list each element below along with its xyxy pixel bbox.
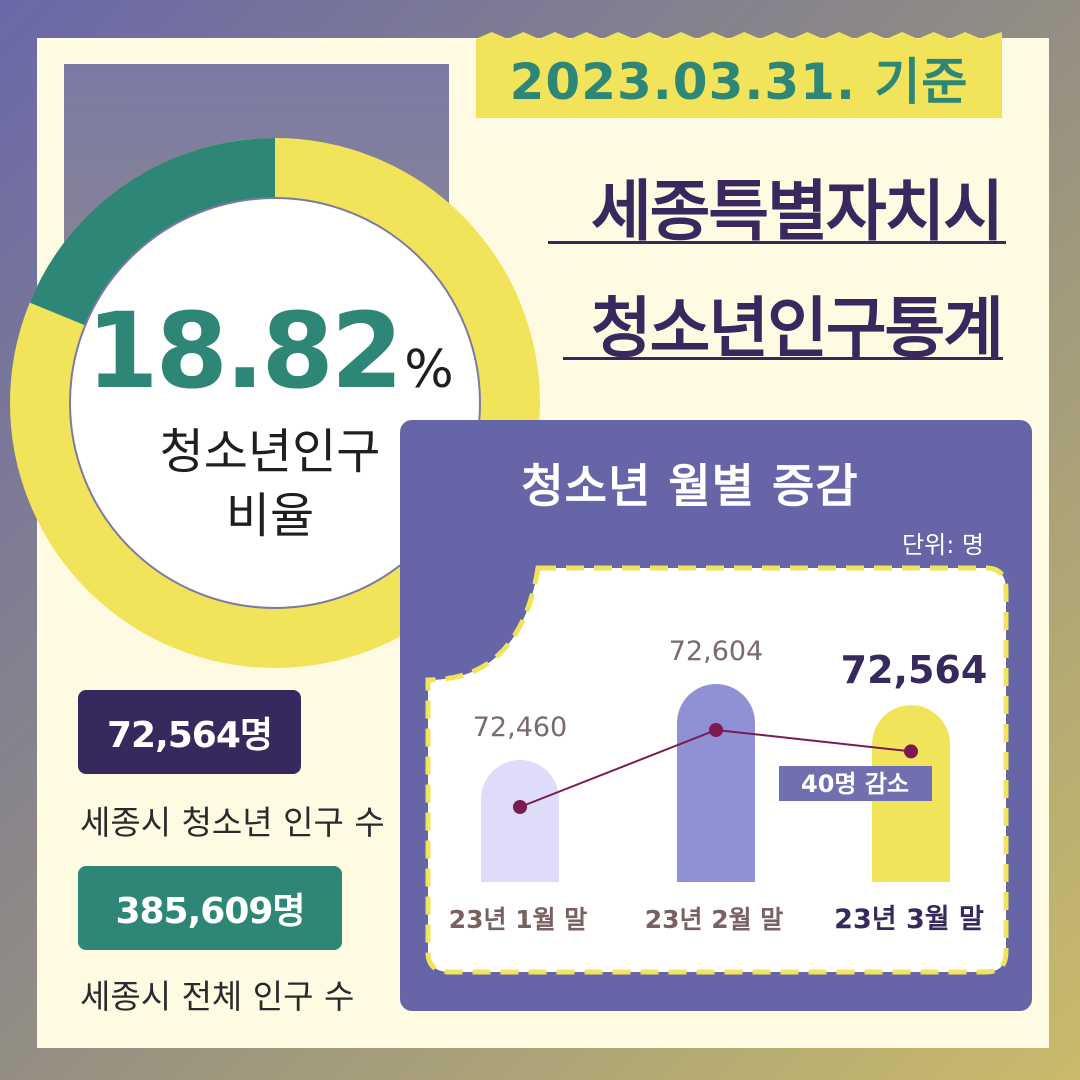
category-label-1: 23년 1월 말 [449, 905, 588, 934]
ratio-label-line-2: 비율 [225, 488, 315, 544]
change-annotation-box [779, 766, 932, 801]
bar-value-label-3: 72,564 [841, 648, 988, 692]
trend-point-1 [513, 800, 527, 814]
ratio-unit: % [404, 340, 454, 400]
title-line-1: 세종특별자치시 [590, 173, 1004, 250]
total-population-badge: 385,609명 [78, 866, 342, 950]
title-underline-2 [563, 357, 1003, 360]
ratio-donut-chart [10, 138, 540, 668]
ratio-label-line-1: 청소년인구 [159, 424, 381, 480]
donut-center [69, 197, 481, 609]
total-population-caption: 세종시 전체 인구 수 [80, 977, 355, 1016]
category-label-2: 23년 2월 말 [645, 905, 784, 934]
ratio-value: 18.82% [40, 290, 500, 412]
title-line-2: 청소년인구통계 [590, 290, 1004, 367]
date-banner: 2023.03.31. 기준 [476, 32, 1002, 118]
bar-value-label-2: 72,604 [669, 636, 763, 667]
youth-population-caption: 세종시 청소년 인구 수 [80, 803, 385, 842]
bar-2 [677, 684, 755, 882]
trend-point-3 [904, 744, 918, 759]
chart-title: 청소년 월별 증감 [521, 459, 859, 513]
title-underline-1 [548, 241, 1006, 244]
donut-highlight-arc [29, 138, 276, 326]
change-annotation-text: 40명 감소 [801, 770, 909, 798]
trend-point-2 [709, 723, 723, 737]
youth-population-badge: 72,564명 [78, 690, 301, 774]
bar-value-label-1: 72,460 [473, 712, 567, 743]
bar-1 [481, 760, 559, 882]
chart-unit-label: 단위: 명 [902, 531, 984, 559]
ratio-label: 청소년인구 비율 [75, 420, 465, 548]
ratio-number: 18.82 [86, 290, 403, 412]
date-text: 2023.03.31. 기준 [509, 53, 969, 111]
category-label-3: 23년 3월 말 [834, 904, 984, 935]
